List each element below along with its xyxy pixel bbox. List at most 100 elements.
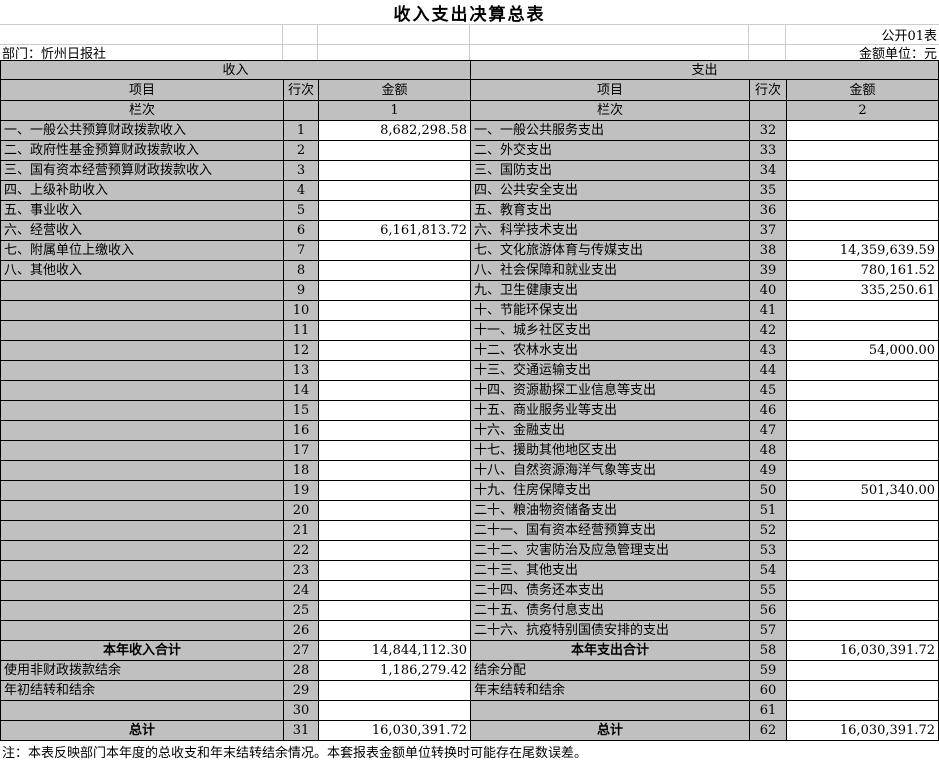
item-cell[interactable] <box>1 341 284 361</box>
amount-cell[interactable] <box>319 681 471 701</box>
amount-cell[interactable]: 14,844,112.30 <box>319 641 471 661</box>
revenue-section-header[interactable]: 收入 <box>1 61 471 80</box>
amount-cell[interactable]: 1,186,279.42 <box>319 661 471 681</box>
line-number-cell[interactable]: 28 <box>284 661 319 681</box>
line-number-cell[interactable]: 56 <box>750 601 787 621</box>
item-cell[interactable]: 十九、住房保障支出 <box>471 481 750 501</box>
line-number-cell[interactable]: 27 <box>284 641 319 661</box>
line-number-cell[interactable]: 14 <box>284 381 319 401</box>
item-cell[interactable]: 年末结转和结余 <box>471 681 750 701</box>
amount-cell[interactable] <box>319 441 471 461</box>
line-number-cell[interactable]: 7 <box>284 241 319 261</box>
item-cell[interactable]: 二十二、灾害防治及应急管理支出 <box>471 541 750 561</box>
item-cell[interactable]: 三、国有资本经营预算财政拨款收入 <box>1 161 284 181</box>
footnote[interactable]: 注：本表反映部门本年度的总收支和年末结转结余情况。本套报表金额单位转换时可能存在… <box>2 745 588 761</box>
item-cell[interactable]: 二十四、债务还本支出 <box>471 581 750 601</box>
amount-cell[interactable] <box>787 401 939 421</box>
item-cell[interactable]: 一、一般公共预算财政拨款收入 <box>1 121 284 141</box>
line-number-cell[interactable]: 15 <box>284 401 319 421</box>
line-number-cell[interactable]: 53 <box>750 541 787 561</box>
line-number-cell[interactable]: 31 <box>284 721 319 741</box>
line-number-cell[interactable]: 16 <box>284 421 319 441</box>
item-cell[interactable] <box>1 541 284 561</box>
amount-cell[interactable] <box>787 581 939 601</box>
line-number-cell[interactable]: 22 <box>284 541 319 561</box>
item-cell[interactable] <box>1 521 284 541</box>
item-cell[interactable] <box>1 381 284 401</box>
line-number-cell[interactable]: 34 <box>750 161 787 181</box>
line-number-cell[interactable]: 38 <box>750 241 787 261</box>
item-cell[interactable] <box>1 561 284 581</box>
item-cell[interactable]: 十六、金融支出 <box>471 421 750 441</box>
amount-cell[interactable] <box>787 501 939 521</box>
line-number-cell[interactable]: 33 <box>750 141 787 161</box>
amount-cell[interactable] <box>319 581 471 601</box>
line-number-cell[interactable]: 47 <box>750 421 787 441</box>
amount-cell[interactable] <box>787 221 939 241</box>
expenditure-amount-column-header[interactable]: 金额 <box>787 80 939 101</box>
line-number-cell[interactable]: 20 <box>284 501 319 521</box>
line-number-cell[interactable]: 26 <box>284 621 319 641</box>
item-cell[interactable]: 五、教育支出 <box>471 201 750 221</box>
line-number-cell[interactable]: 51 <box>750 501 787 521</box>
column-index-value[interactable]: 1 <box>319 101 471 121</box>
expenditure-item-column-header[interactable]: 项目 <box>471 80 750 101</box>
line-number-cell[interactable]: 45 <box>750 381 787 401</box>
line-number-cell[interactable]: 9 <box>284 281 319 301</box>
line-number-cell[interactable]: 13 <box>284 361 319 381</box>
item-cell[interactable] <box>1 441 284 461</box>
item-cell[interactable]: 七、文化旅游体育与传媒支出 <box>471 241 750 261</box>
line-number-cell[interactable]: 24 <box>284 581 319 601</box>
amount-cell[interactable] <box>319 701 471 721</box>
amount-cell[interactable]: 6,161,813.72 <box>319 221 471 241</box>
amount-cell[interactable]: 16,030,391.72 <box>319 721 471 741</box>
amount-cell[interactable] <box>787 381 939 401</box>
item-cell[interactable]: 五、事业收入 <box>1 201 284 221</box>
column-index-label[interactable]: 栏次 <box>1 101 284 121</box>
item-cell[interactable]: 二、政府性基金预算财政拨款收入 <box>1 141 284 161</box>
item-cell[interactable]: 十八、自然资源海洋气象等支出 <box>471 461 750 481</box>
item-cell[interactable]: 十二、农林水支出 <box>471 341 750 361</box>
item-cell[interactable]: 八、社会保障和就业支出 <box>471 261 750 281</box>
amount-cell[interactable] <box>787 541 939 561</box>
amount-cell[interactable] <box>319 181 471 201</box>
line-number-cell[interactable]: 41 <box>750 301 787 321</box>
line-number-cell[interactable]: 12 <box>284 341 319 361</box>
amount-cell[interactable]: 780,161.52 <box>787 261 939 281</box>
amount-cell[interactable] <box>319 161 471 181</box>
line-number-cell[interactable]: 61 <box>750 701 787 721</box>
line-number-cell[interactable]: 11 <box>284 321 319 341</box>
amount-cell[interactable] <box>787 661 939 681</box>
item-cell[interactable]: 三、国防支出 <box>471 161 750 181</box>
line-number-cell[interactable]: 44 <box>750 361 787 381</box>
column-index-label[interactable]: 栏次 <box>471 101 750 121</box>
line-number-cell[interactable]: 59 <box>750 661 787 681</box>
item-cell[interactable] <box>1 701 284 721</box>
item-cell[interactable] <box>1 601 284 621</box>
item-cell[interactable]: 十三、交通运输支出 <box>471 361 750 381</box>
line-number-cell[interactable]: 23 <box>284 561 319 581</box>
item-cell[interactable]: 十四、资源勘探工业信息等支出 <box>471 381 750 401</box>
item-cell[interactable] <box>1 361 284 381</box>
line-number-cell[interactable]: 60 <box>750 681 787 701</box>
amount-cell[interactable] <box>787 141 939 161</box>
item-cell[interactable]: 总计 <box>1 721 284 741</box>
amount-cell[interactable] <box>319 341 471 361</box>
amount-cell[interactable] <box>319 401 471 421</box>
item-cell[interactable]: 二、外交支出 <box>471 141 750 161</box>
amount-cell[interactable] <box>787 621 939 641</box>
amount-cell[interactable]: 16,030,391.72 <box>787 641 939 661</box>
amount-cell[interactable]: 54,000.00 <box>787 341 939 361</box>
amount-cell[interactable] <box>319 541 471 561</box>
line-number-cell[interactable]: 62 <box>750 721 787 741</box>
line-number-cell[interactable]: 36 <box>750 201 787 221</box>
amount-cell[interactable] <box>319 521 471 541</box>
expenditure-section-header[interactable]: 支出 <box>471 61 939 80</box>
item-cell[interactable] <box>1 621 284 641</box>
amount-cell[interactable] <box>319 361 471 381</box>
line-number-cell[interactable]: 58 <box>750 641 787 661</box>
line-number-cell[interactable]: 57 <box>750 621 787 641</box>
amount-cell[interactable] <box>319 621 471 641</box>
amount-cell[interactable] <box>319 481 471 501</box>
amount-cell[interactable]: 8,682,298.58 <box>319 121 471 141</box>
